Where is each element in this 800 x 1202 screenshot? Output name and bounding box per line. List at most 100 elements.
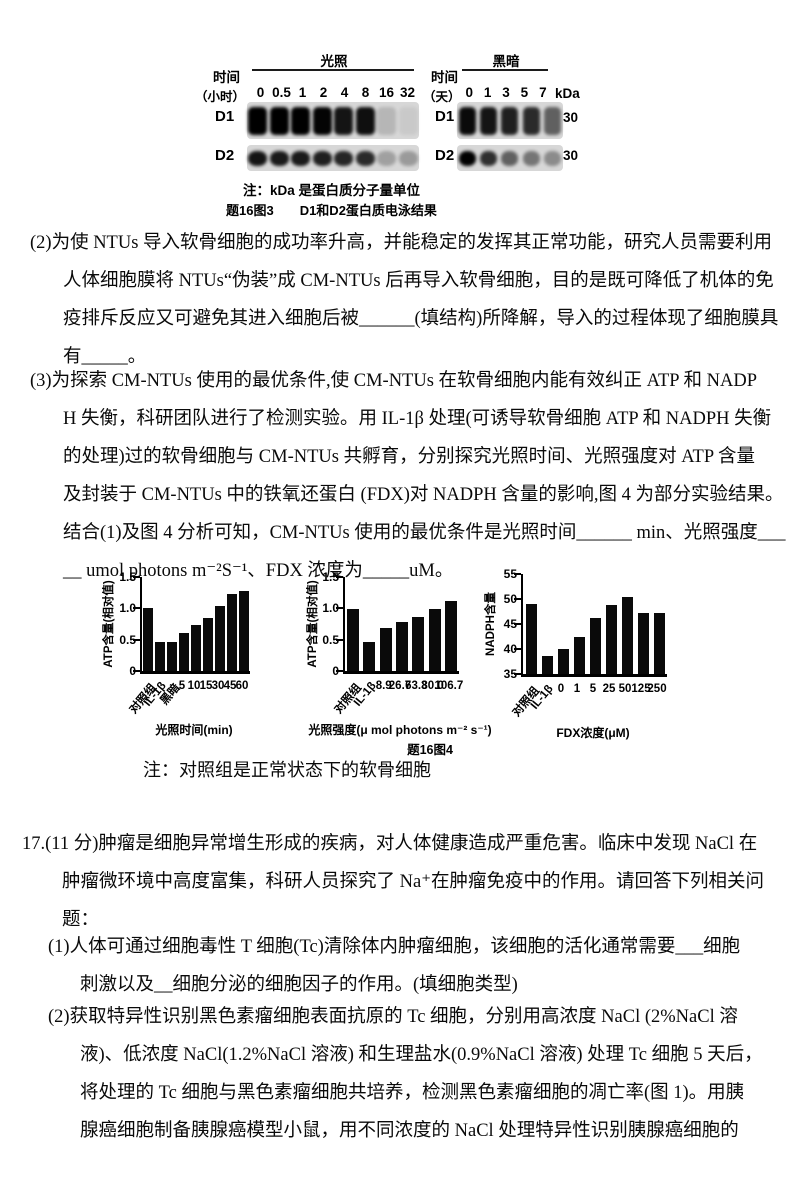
protein-band <box>269 150 289 166</box>
protein-band <box>312 150 332 166</box>
x-tick-label: 26.7 <box>388 680 412 692</box>
lane-number: 3 <box>502 85 510 100</box>
y-axis-label: ATP含量(相对值) <box>103 580 115 668</box>
lane-number: 7 <box>539 85 547 100</box>
figure4-chart-3: NADPH含量 55 50 45 40 35 对照组 IL-1β 0 1 5 25 50 125 250 FD… <box>478 567 667 744</box>
protein-band <box>334 106 354 135</box>
text-line: 及封装于 CM-NTUs 中的铁氧还蛋白 (FDX)对 NADPH 含量的影响,… <box>63 485 784 505</box>
header-rule <box>462 69 548 71</box>
bar <box>412 617 425 671</box>
lane-number: 32 <box>399 85 416 100</box>
x-tick-label: 30 <box>211 680 225 692</box>
protein-band <box>355 150 375 166</box>
protein-band <box>501 150 519 166</box>
bar <box>239 590 249 671</box>
blot-strip <box>457 102 563 139</box>
protein-band <box>248 150 268 166</box>
x-tick-row: 对照组 IL-1β 8.9 26.7 63.3 80.0 106.7 <box>333 675 463 721</box>
protein-band <box>334 150 354 166</box>
blot-strip <box>247 102 419 139</box>
x-tick-label: 50 <box>618 683 632 695</box>
y-tick-mark <box>514 598 521 600</box>
lane-number: 0 <box>465 85 473 100</box>
y-tick-label: 1.5 <box>119 570 136 584</box>
protein-band <box>459 106 477 135</box>
condition-label: 光照 <box>320 54 348 69</box>
text-line: 刺激以及__细胞分泌的细胞因子的作用。(填细胞类型) <box>80 975 518 995</box>
bar <box>541 655 553 674</box>
protein-band <box>269 106 289 135</box>
y-tick-mark <box>514 673 521 675</box>
y-tick-label: 45 <box>503 617 517 631</box>
y-tick-mark <box>514 623 521 625</box>
protein-band <box>355 106 375 135</box>
figure3-caption: 题16图3 D1和D2蛋白质电泳结果 <box>226 203 437 218</box>
x-slot: 8.9 <box>376 675 392 721</box>
text-line: 人体细胞膜将 NTUs“伪装”成 CM-NTUs 后再导入软骨细胞，目的是既可降… <box>63 271 774 291</box>
y-tick-mark <box>514 573 521 575</box>
y-tick-label: 40 <box>503 642 517 656</box>
figure4-note: 注：对照组是正常状态下的软骨细胞 <box>143 760 431 780</box>
x-axis-label: 光照强度(μ mol photons m⁻² s⁻¹) <box>308 723 492 737</box>
x-tick-row: 对照组 IL-1β 0 1 5 25 50 125 250 <box>511 678 667 724</box>
lane-number: 16 <box>378 85 395 100</box>
bar <box>167 642 177 671</box>
plot-area <box>343 577 459 674</box>
y-tick-mark <box>336 638 343 641</box>
lane-number: 0 <box>256 85 265 100</box>
x-tick-label: 106.7 <box>434 680 464 692</box>
bar <box>525 604 537 674</box>
protein-band <box>398 150 418 166</box>
x-tick-label: 1 <box>573 683 581 695</box>
x-slot: 30 <box>211 675 225 721</box>
text-line: __ umol photons m⁻²S⁻¹、FDX 浓度为_____uM。 <box>63 561 454 581</box>
bar <box>363 641 376 671</box>
bar <box>653 613 665 674</box>
x-slot: 25 <box>601 678 617 724</box>
protein-band <box>480 150 498 166</box>
kda-header: kDa <box>555 86 580 101</box>
text-line: (1)人体可通过细胞毒性 T 细胞(Tc)清除体内肿瘤细胞，该细胞的活化通常需要… <box>48 937 741 957</box>
y-tick-label: 1.0 <box>119 601 136 616</box>
text-line: 将处理的 Tc 细胞与黑色素瘤细胞共培养，检测黑色素瘤细胞的凋亡率(图 1)。用… <box>80 1083 745 1103</box>
lane-number: 5 <box>520 85 529 100</box>
lane-numbers: 0 0.5 1 2 4 8 16 32 <box>250 85 418 100</box>
y-tick-label: 35 <box>503 667 517 681</box>
x-slot: 10 <box>188 675 201 721</box>
plot-area <box>521 574 667 677</box>
bar <box>143 608 153 671</box>
question17-intro-text: 17.(11 分)肿瘤是细胞异常增生形成的疾病，对人体健康造成严重危害。临床中发… <box>22 825 764 939</box>
bar <box>428 608 441 671</box>
y-axis-label: ATP含量(相对值) <box>307 580 319 668</box>
blot-strip <box>457 145 563 171</box>
bar <box>573 636 585 674</box>
protein-band <box>377 150 397 166</box>
x-slot: 26.7 <box>388 675 412 721</box>
question16-part2-text: (2)为使 NTUs 导入软骨细胞的成功率升高，并能稳定的发挥其正常功能，研究人… <box>30 224 778 376</box>
lane-number: 0.5 <box>272 85 291 100</box>
x-tick-label: 15 <box>199 680 213 692</box>
y-tick-mark <box>514 648 521 650</box>
protein-band <box>543 150 561 166</box>
time-label: 时间 <box>431 70 458 85</box>
x-tick-label: 5 <box>178 680 186 692</box>
x-tick-label: 45 <box>223 680 237 692</box>
time-label: 时间 <box>213 70 240 85</box>
x-slot: 63.3 <box>405 675 427 721</box>
protein-band <box>398 106 418 135</box>
blot-strip <box>247 145 419 171</box>
x-tick-label: 125 <box>631 683 651 695</box>
protein-band <box>291 106 311 135</box>
protein-band <box>543 106 561 135</box>
text-line: 液)、低浓度 NaCl(1.2%NaCl 溶液) 和生理盐水(0.9%NaCl … <box>80 1045 763 1065</box>
molecular-weight: 30 <box>563 148 579 163</box>
x-slot: 50 <box>617 678 633 724</box>
protein-band <box>501 106 519 135</box>
y-tick-mark <box>133 670 140 672</box>
x-tick-label: 0 <box>557 683 565 695</box>
x-slot: 80.0 <box>421 675 443 721</box>
x-slot: 黑暗 <box>159 675 183 721</box>
bar <box>227 593 237 671</box>
molecular-weight: 30 <box>563 110 579 125</box>
